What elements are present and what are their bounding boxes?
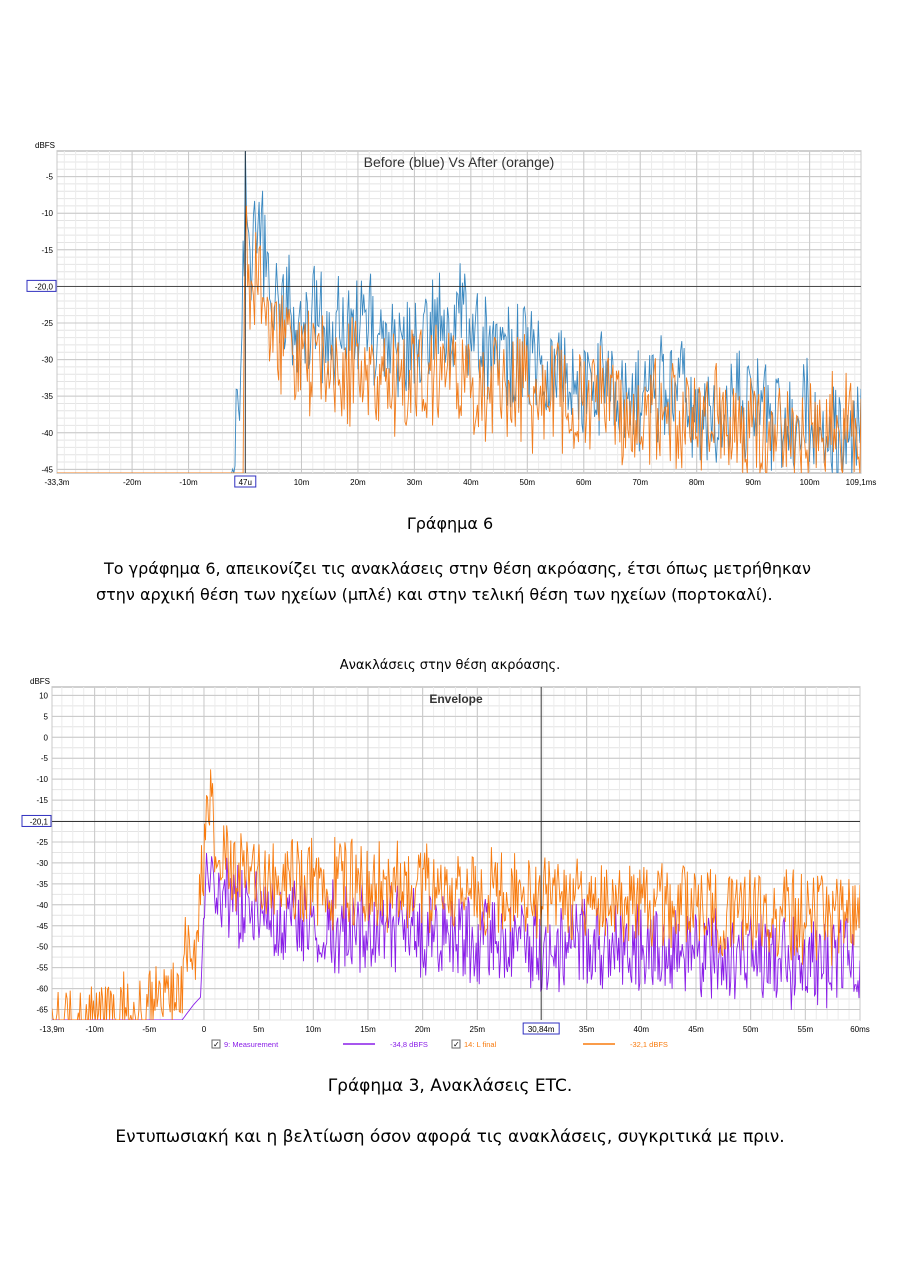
x-tick-label: 50m (743, 1025, 759, 1034)
x-tick-label: 20m (350, 478, 366, 487)
x-tick-label: 40m (463, 478, 479, 487)
x-tick-label: 5m (253, 1025, 264, 1034)
x-cursor-label: 47u (239, 478, 252, 487)
description-paragraph: Το γράφημα 6, απεικονίζει τις ανακλάσεις… (96, 556, 894, 608)
y-tick-label: -55 (36, 964, 48, 973)
x-tick-label: 70m (632, 478, 648, 487)
y-axis-unit: dBFS (35, 141, 55, 150)
x-tick-label: 35m (579, 1025, 595, 1034)
legend-readout: -34,8 dBFS (390, 1040, 428, 1049)
y-tick-label: -10 (41, 209, 53, 218)
x-tick-label: -10m (86, 1025, 105, 1034)
x-tick-label: 15m (360, 1025, 376, 1034)
y-tick-label: 0 (44, 733, 49, 742)
y-tick-label: -45 (41, 465, 53, 474)
x-tick-label: 60m (576, 478, 592, 487)
envelope-chart: 10 5 0 -5 -10 -15 -25 -30 -35 -40 -45 -50 -55 -60 -65 -… (21, 677, 870, 1049)
series-line-1 (57, 151, 861, 473)
figure-3-caption: Γράφημα 3, Ανακλάσεις ETC. (327, 1076, 573, 1096)
x-tick-label: 109,1ms (846, 478, 877, 487)
legend-series-name: 9: Measurement (224, 1040, 279, 1049)
y-tick-label: -35 (41, 392, 53, 401)
x-tick-label: 10m (306, 1025, 322, 1034)
x-tick-label: -33,3m (45, 478, 70, 487)
y-tick-label: -30 (41, 356, 53, 365)
x-cursor-label-box (522, 1022, 560, 1035)
y-tick-label: -5 (41, 754, 49, 763)
y-tick-label: -15 (41, 246, 53, 255)
y-tick-label: -5 (46, 173, 54, 182)
y-cursor-label: -20,0 (35, 282, 54, 291)
x-tick-label: -5m (142, 1025, 156, 1034)
x-cursor-label: 30,84m (528, 1025, 555, 1034)
y-tick-label: 10 (39, 691, 48, 700)
x-tick-label: 20m (415, 1025, 431, 1034)
legend-check-icon: ✓ (453, 1040, 460, 1049)
series-line-2 (57, 205, 861, 473)
y-tick-label: 5 (44, 712, 49, 721)
y-cursor-label-box (26, 279, 57, 292)
x-tick-label: 80m (689, 478, 705, 487)
x-tick-label: 30m (407, 478, 423, 487)
chart-title: Before (blue) Vs After (orange) (364, 154, 555, 170)
y-tick-label: -35 (36, 880, 48, 889)
y-cursor-label-box (21, 814, 52, 827)
legend-readout: -32,1 dBFS (630, 1040, 668, 1049)
x-tick-label: 50m (520, 478, 536, 487)
y-tick-label: -30 (36, 859, 48, 868)
legend-checkbox-1 (211, 1039, 221, 1049)
figure-6-caption: Γράφημα 6 (406, 514, 494, 533)
legend-check-icon: ✓ (213, 1040, 220, 1049)
x-tick-label: 100m (800, 478, 820, 487)
x-cursor-label-box (234, 475, 257, 488)
chart-heading: Ανακλάσεις στην θέση ακρόασης. (339, 658, 561, 673)
x-tick-label: 90m (745, 478, 761, 487)
x-tick-label: 55m (798, 1025, 814, 1034)
y-tick-label: -40 (36, 901, 48, 910)
conclusion-line: Εντυπωσιακή και η βελτίωση όσον αφορά τι… (115, 1127, 785, 1147)
x-tick-label: -20m (123, 478, 142, 487)
y-cursor-label: -20,1 (30, 817, 49, 826)
y-tick-label: -10 (36, 775, 48, 784)
y-tick-label: -40 (41, 429, 53, 438)
y-tick-label: -60 (36, 985, 48, 994)
description-line-1: Το γράφημα 6, απεικονίζει τις ανακλάσεις… (104, 559, 811, 578)
x-tick-label: 25m (470, 1025, 486, 1034)
x-tick-label: -13,9m (40, 1025, 65, 1034)
legend-checkbox-2 (451, 1039, 461, 1049)
y-tick-label: -25 (36, 838, 48, 847)
etc-comparison-chart: -5 -10 -15 -25 -30 -35 -40 -45 -33,3m -20m -10m 47u… (26, 141, 877, 488)
x-tick-label: 45m (688, 1025, 704, 1034)
y-tick-label: -15 (36, 796, 48, 805)
x-tick-label: 10m (294, 478, 310, 487)
y-tick-label: -50 (36, 943, 48, 952)
conclusion-paragraph: Εντυπωσιακή και η βελτίωση όσον αφορά τι… (0, 1124, 900, 1150)
chart-title: Envelope (429, 692, 483, 706)
y-tick-label: -45 (36, 922, 48, 931)
series-line-2 (52, 769, 860, 1020)
description-line-2: στην αρχική θέση των ηχείων (μπλέ) και σ… (96, 585, 773, 604)
x-tick-label: 40m (634, 1025, 650, 1034)
x-tick-label: -10m (179, 478, 198, 487)
y-tick-label: -25 (41, 319, 53, 328)
y-axis-unit: dBFS (30, 677, 50, 686)
y-tick-label: -65 (36, 1006, 48, 1015)
x-tick-label: 0 (202, 1025, 207, 1034)
series-line-1 (52, 852, 860, 1020)
x-tick-label: 60ms (850, 1025, 870, 1034)
legend-series-name: 14: L final (464, 1040, 497, 1049)
